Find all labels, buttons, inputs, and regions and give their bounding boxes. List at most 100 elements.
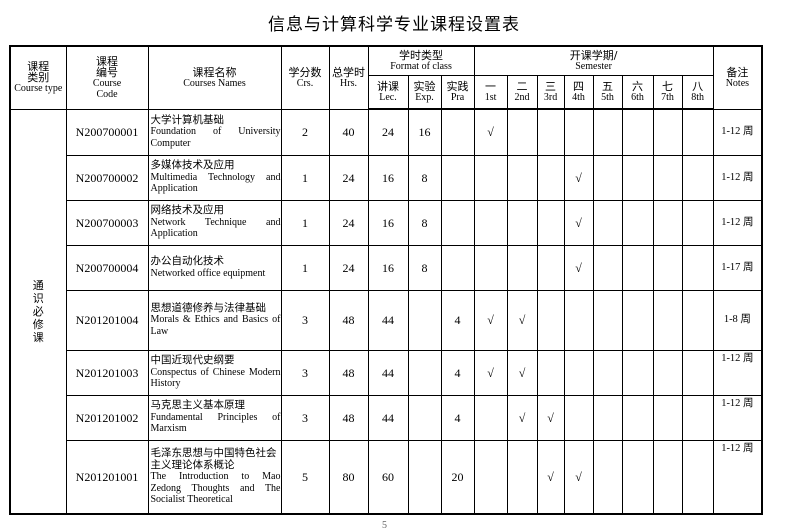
header-semester-cn: 一 xyxy=(485,79,497,93)
header-hours-en: Hrs. xyxy=(340,77,357,89)
semester-4-cell xyxy=(563,349,594,396)
course-name: 毛泽东思想与中国特色社会主义理论体系概论 The Introduction to … xyxy=(147,439,282,515)
header-semester-en: 8th xyxy=(691,91,704,103)
semester-6-cell xyxy=(621,439,654,515)
lec-cell: 44 xyxy=(367,394,409,441)
header-semester-7: 七 7th xyxy=(652,74,683,110)
header-semester-en: Semester xyxy=(575,60,612,72)
exp-cell: 8 xyxy=(407,199,442,246)
semester-2-cell xyxy=(506,154,538,201)
semester-4-cell: √ xyxy=(563,244,594,291)
header-semester-cn: 二 xyxy=(516,79,528,93)
semester-7-cell xyxy=(652,108,683,156)
course-name: 网络技术及应用 Network Technique and Application xyxy=(147,199,282,246)
header-semester-en: 6th xyxy=(631,91,644,103)
header-lec-en: Lec. xyxy=(379,91,397,103)
exp-cell: 8 xyxy=(407,154,442,201)
semester-7-cell xyxy=(652,154,683,201)
course-name: 中国近现代史纲要 Conspectus of Chinese Modern His… xyxy=(147,349,282,396)
semester-3-cell xyxy=(536,199,565,246)
semester-3-cell: √ xyxy=(536,439,565,515)
semester-6-cell xyxy=(621,108,654,156)
course-code: N200700001 xyxy=(65,108,149,156)
header-semester-6: 六 6th xyxy=(621,74,654,110)
credits-cell: 1 xyxy=(280,154,330,201)
course-code: N201201002 xyxy=(65,394,149,441)
header-credits-en: Crs. xyxy=(296,77,314,89)
semester-4-cell: √ xyxy=(563,154,594,201)
table-row: N201201001 毛泽东思想与中国特色社会主义理论体系概论 The Introd… xyxy=(10,439,763,515)
semester-5-cell xyxy=(592,108,623,156)
semester-6-cell xyxy=(621,154,654,201)
semester-4-cell xyxy=(563,394,594,441)
course-name-en: Networked office equipment xyxy=(150,267,266,279)
table-row: N201201002 马克思主义基本原理 Fundamental Principle… xyxy=(10,394,763,441)
course-name-en: Conspectus of Chinese Modern History xyxy=(150,366,281,390)
semester-3-cell xyxy=(536,108,565,156)
semester-2-cell xyxy=(506,108,538,156)
course-code: N201201003 xyxy=(65,349,149,396)
page-number: 5 xyxy=(382,520,387,531)
header-semester-4: 四 4th xyxy=(563,74,594,110)
course-name-cn: 大学计算机基础 xyxy=(150,113,225,126)
semester-5-cell xyxy=(592,349,623,396)
course-name-cn: 多媒体技术及应用 xyxy=(150,159,235,172)
semester-2-cell: √ xyxy=(506,394,538,441)
header-semester-en: 1st xyxy=(484,91,497,103)
lec-cell: 44 xyxy=(367,349,409,396)
header-exp-en: Exp. xyxy=(415,91,434,103)
semester-6-cell xyxy=(621,244,654,291)
exp-cell: 16 xyxy=(407,108,442,156)
semester-7-cell xyxy=(652,289,683,351)
semester-1-cell xyxy=(473,439,508,515)
course-name: 多媒体技术及应用 Multimedia Technology and Applic… xyxy=(147,154,282,201)
course-name: 马克思主义基本原理 Fundamental Principles of Marxi… xyxy=(147,394,282,441)
header-semester-cn: 六 xyxy=(632,79,644,93)
header-format-en: Format of class xyxy=(390,60,452,72)
course-name-en: Morals & Ethics and Basics of Law xyxy=(150,314,281,337)
semester-8-cell xyxy=(681,108,714,156)
notes-cell: 1-17 周 xyxy=(712,244,763,291)
semester-5-cell xyxy=(592,244,623,291)
semester-1-cell xyxy=(473,154,508,201)
header-semester-en: 2nd xyxy=(514,91,530,103)
course-code: N200700003 xyxy=(65,199,149,246)
semester-1-cell xyxy=(473,199,508,246)
semester-1-cell: √ xyxy=(473,289,508,351)
course-name-cn: 思想道德修养与法律基础 xyxy=(150,301,267,314)
header-semester-8: 八 8th xyxy=(681,74,714,110)
semester-4-cell xyxy=(563,108,594,156)
header-semester-en: 4th xyxy=(572,91,585,103)
hours-cell: 40 xyxy=(328,108,369,156)
credits-cell: 3 xyxy=(280,289,330,351)
header-name-cn: 课程名称 xyxy=(192,65,237,79)
semester-8-cell xyxy=(681,244,714,291)
semester-4-cell xyxy=(563,289,594,351)
header-code-en2: Code xyxy=(96,88,118,100)
header-semester-2: 二 2nd xyxy=(506,74,538,110)
header-format-cn: 学时类型 xyxy=(399,48,444,62)
header-semester-cn: 八 xyxy=(692,79,704,93)
course-code: N200700002 xyxy=(65,154,149,201)
semester-3-cell xyxy=(536,244,565,291)
notes-cell: 1-8 周 xyxy=(712,289,763,351)
header-pra: 实践 Pra xyxy=(440,74,475,110)
header-semester: 开课学期/ Semester xyxy=(473,45,714,76)
course-table: 课程类别 Course type 课程编号 Course Code 课程名称 C… xyxy=(9,45,764,515)
semester-3-cell xyxy=(536,289,565,351)
table-row: N201201003 中国近现代史纲要 Conspectus of Chinese … xyxy=(10,349,763,396)
header-semester-en: 3rd xyxy=(543,91,558,103)
semester-2-cell xyxy=(506,244,538,291)
course-name-en: The Introduction to Mao Zedong Thoughts … xyxy=(150,471,281,505)
pra-cell: 20 xyxy=(440,439,475,515)
semester-8-cell xyxy=(681,199,714,246)
semester-7-cell xyxy=(652,439,683,515)
course-name-en: Fundamental Principles of Marxism xyxy=(150,411,281,435)
header-credits: 学分数 Crs. xyxy=(280,45,330,110)
header-notes-en: Notes xyxy=(725,77,750,89)
credits-cell: 1 xyxy=(280,244,330,291)
exp-cell xyxy=(407,394,442,441)
hours-cell: 24 xyxy=(328,154,369,201)
header-semester-cn: 开课学期/ xyxy=(569,48,618,62)
header-semester-en: 7th xyxy=(661,91,674,103)
